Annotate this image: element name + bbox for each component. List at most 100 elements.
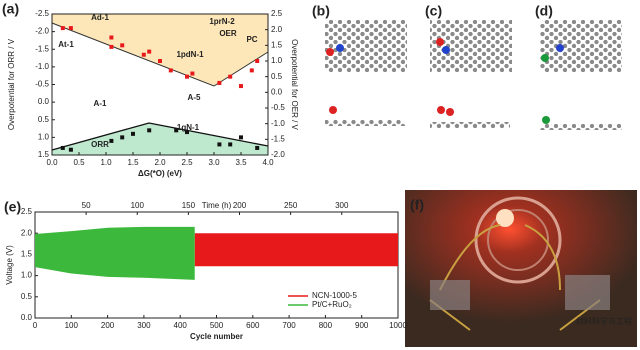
panel-label: (f): [410, 197, 424, 213]
point: [217, 80, 222, 85]
x2-tick-label: 150: [182, 201, 196, 210]
point: [68, 26, 73, 31]
y-tick-label: 2.5: [21, 207, 33, 216]
y-tick-label: 2.0: [21, 228, 33, 237]
logo: [474, 196, 562, 284]
point: [60, 145, 65, 150]
annotation: 1pdN-1: [176, 50, 204, 59]
orr-region: [52, 123, 268, 155]
point: [147, 49, 152, 54]
y-tick-label: 1.0: [21, 271, 33, 280]
point: [239, 135, 243, 140]
orr-volcano: [51, 122, 269, 151]
clip: [430, 280, 470, 310]
atom: [442, 46, 450, 54]
x2-axis-label: Time (h): [202, 201, 232, 210]
x-tick-label: 800: [319, 321, 333, 330]
atom: [326, 48, 334, 56]
panel-label: (b): [312, 3, 330, 19]
annotation: PC: [246, 35, 257, 44]
side-c: [430, 122, 510, 128]
voltage-band: [194, 233, 398, 267]
annotation: At-1: [58, 40, 74, 49]
point: [120, 43, 125, 48]
graphene-d: [540, 20, 622, 72]
x-tick-label: 1000: [389, 321, 407, 330]
x-tick-label: 0: [33, 321, 38, 330]
x-tick-label: 3.5: [235, 158, 247, 167]
point: [190, 71, 195, 76]
side-b: [325, 120, 405, 126]
point: [239, 84, 243, 89]
point: [131, 131, 135, 136]
y2-tick-label: 0.0: [271, 87, 283, 96]
y-tick-label: -1.5: [35, 44, 49, 53]
x-tick-label: 900: [355, 321, 369, 330]
point: [185, 74, 189, 79]
point: [158, 59, 162, 63]
point: [249, 68, 254, 73]
y2-tick-label: 2.5: [271, 9, 283, 18]
atom: [446, 108, 454, 116]
point: [174, 128, 179, 133]
panel-label: (d): [535, 3, 553, 19]
annotation: 1prN-2: [209, 17, 235, 26]
x-tick-label: 300: [137, 321, 151, 330]
point: [168, 68, 173, 73]
panel-label: (c): [425, 3, 442, 19]
voltage-band: [35, 226, 195, 280]
point: [109, 44, 114, 49]
atom: [329, 106, 337, 114]
atom: [437, 106, 445, 114]
point: [255, 59, 260, 63]
graphene-c: [430, 20, 512, 72]
oer-volcano: [51, 22, 269, 87]
y-tick-label: -2.5: [35, 9, 49, 18]
y2-tick-label: -1.0: [271, 119, 285, 128]
side-d: [540, 124, 622, 130]
x-tick-label: 4.0: [262, 158, 274, 167]
y2-tick-label: 1.5: [271, 40, 283, 49]
x-tick-label: 1.5: [127, 158, 139, 167]
y-tick-label: 0.0: [38, 97, 50, 106]
point: [141, 52, 146, 57]
x-axis-label: Cycle number: [190, 332, 243, 341]
y-axis-label: Overpotential for ORR / V: [7, 38, 16, 130]
molecule-panels: [325, 20, 622, 130]
watermark: 材料科学与工程: [576, 316, 632, 326]
wires: [429, 224, 601, 331]
y-tick-label: -0.5: [35, 80, 49, 89]
photo-bg: [405, 190, 637, 347]
photo: [405, 190, 637, 347]
y2-tick-label: 1.0: [271, 56, 283, 65]
atom: [336, 44, 344, 52]
y-axis-label: Voltage (V): [5, 245, 14, 285]
point: [217, 142, 222, 147]
x-tick-label: 700: [282, 321, 296, 330]
led: [496, 209, 514, 227]
atom: [436, 38, 444, 46]
atom: [541, 54, 549, 62]
x-tick-label: 200: [101, 321, 115, 330]
x-tick-label: 1.0: [100, 158, 112, 167]
point: [185, 130, 189, 135]
y2-tick-label: -1.5: [271, 134, 285, 143]
point: [228, 74, 233, 79]
x-tick-label: 600: [246, 321, 260, 330]
region-label: ORR: [91, 140, 109, 149]
x-tick-label: 500: [210, 321, 224, 330]
x2-tick-label: 100: [131, 201, 145, 210]
annotation: Ad-1: [91, 13, 109, 22]
legend-entry: NCN-1000-5: [312, 291, 357, 300]
point: [120, 135, 125, 140]
y2-tick-label: 0.5: [271, 72, 283, 81]
region-label: OER: [219, 29, 237, 38]
point: [109, 138, 114, 143]
legend-entry: Pt/C+RuO₂: [312, 300, 352, 309]
x-tick-label: 100: [65, 321, 79, 330]
y-tick-label: 1.0: [38, 132, 50, 141]
atom: [542, 116, 550, 124]
atom: [556, 44, 564, 52]
